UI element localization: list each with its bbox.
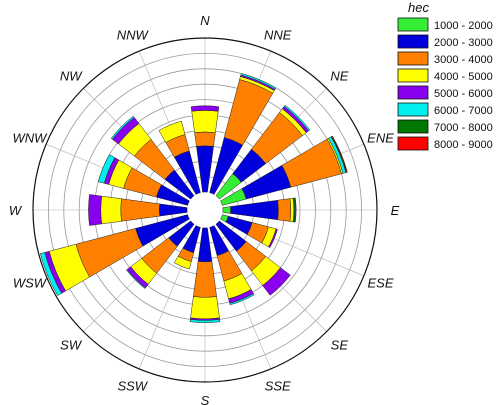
legend-title: hec bbox=[408, 0, 429, 15]
petal-segment-nnw bbox=[158, 120, 186, 143]
direction-label-nw: NW bbox=[60, 69, 83, 84]
petal-segment-e bbox=[293, 197, 297, 223]
legend-swatch bbox=[397, 102, 429, 117]
petal-segment-wnw bbox=[97, 154, 116, 184]
direction-label-w: W bbox=[9, 203, 23, 218]
petal-segment-s bbox=[193, 261, 217, 298]
petal-segment-ssw bbox=[173, 255, 192, 270]
legend-swatch bbox=[397, 85, 429, 100]
legend-label: 2000 - 3000 bbox=[434, 37, 493, 49]
petal-segment-e bbox=[222, 206, 231, 214]
direction-label-wnw: WNW bbox=[12, 130, 48, 145]
direction-label-ene: ENE bbox=[367, 130, 394, 145]
direction-label-e: E bbox=[391, 203, 400, 218]
direction-label-s: S bbox=[201, 393, 210, 405]
petal-segment-s bbox=[189, 319, 221, 323]
legend-label: 1000 - 2000 bbox=[434, 20, 493, 32]
direction-label-nne: NNE bbox=[264, 27, 292, 42]
polar-grid bbox=[32, 37, 378, 383]
legend-label: 4000 - 5000 bbox=[434, 71, 493, 83]
rose-petals bbox=[39, 73, 348, 323]
legend-label: 3000 - 4000 bbox=[434, 54, 493, 66]
direction-labels: N NNE NE ENE E ESE SE SSE S SSW SW WSW W WNW NW NNW bbox=[9, 13, 400, 405]
petal-segment-se bbox=[262, 267, 291, 296]
petal-segment-w bbox=[120, 198, 160, 222]
outer-ring bbox=[32, 37, 378, 383]
petal-segment-n bbox=[194, 131, 216, 147]
petal-segment-s bbox=[190, 296, 220, 320]
petal-segment-w bbox=[88, 194, 102, 226]
direction-label-nnw: NNW bbox=[117, 27, 150, 42]
petal-segment-w bbox=[159, 203, 188, 217]
petal-segment-s bbox=[197, 227, 213, 263]
direction-label-sse: SSE bbox=[265, 379, 291, 394]
petal-segment-n bbox=[191, 110, 219, 133]
legend-swatch bbox=[397, 51, 429, 66]
petal-segment-n bbox=[190, 105, 220, 112]
direction-label-sw: SW bbox=[60, 337, 83, 352]
petal-segment-n bbox=[196, 145, 214, 193]
petal-segment-w bbox=[100, 195, 122, 225]
legend: hec 1000 - 2000 2000 - 3000 3000 - 4000 400… bbox=[397, 0, 493, 151]
legend-swatch bbox=[397, 34, 429, 49]
direction-label-se: SE bbox=[331, 337, 349, 352]
direction-label-n: N bbox=[200, 13, 210, 28]
petal-segment-wsw bbox=[39, 252, 62, 296]
legend-label: 8000 - 9000 bbox=[434, 139, 493, 151]
legend-label: 6000 - 7000 bbox=[434, 105, 493, 117]
legend-swatch bbox=[397, 17, 429, 32]
legend-label: 7000 - 8000 bbox=[434, 122, 493, 134]
petal-segment-nne bbox=[240, 73, 277, 90]
petal-segment-sse bbox=[229, 293, 255, 306]
legend-swatch bbox=[397, 136, 429, 151]
direction-label-ssw: SSW bbox=[117, 379, 148, 394]
legend-label: 5000 - 6000 bbox=[434, 88, 493, 100]
direction-label-ese: ESE bbox=[368, 276, 394, 291]
petal-segment-ene bbox=[331, 135, 348, 173]
direction-label-wsw: WSW bbox=[13, 276, 48, 291]
legend-swatch bbox=[397, 68, 429, 83]
petal-segment-ese bbox=[268, 228, 278, 249]
petal-segment-ne bbox=[283, 104, 311, 132]
direction-label-ne: NE bbox=[330, 69, 348, 84]
petal-segment-sw bbox=[126, 269, 146, 289]
petal-segment-nw bbox=[110, 115, 135, 140]
petal-segment-e bbox=[277, 198, 292, 222]
legend-swatch bbox=[397, 119, 429, 134]
